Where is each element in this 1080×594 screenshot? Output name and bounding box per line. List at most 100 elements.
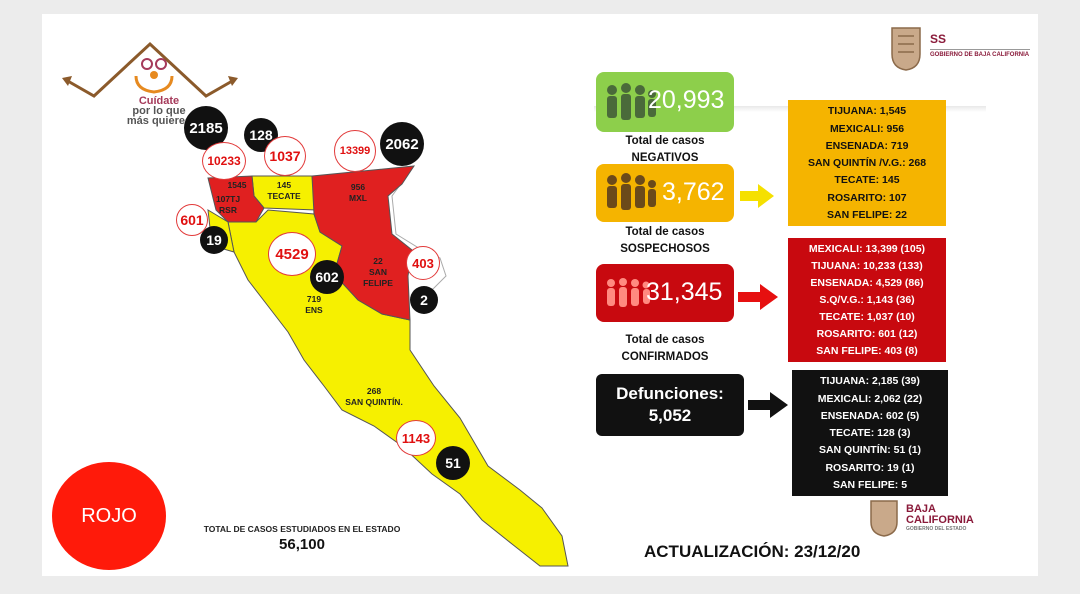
confirmados-item: SAN FELIPE: 403 (8) [816, 345, 918, 357]
sospechosos-item: SAN FELIPE: 22 [827, 208, 907, 221]
defunciones-item: MEXICALI: 2,062 (22) [817, 392, 923, 405]
sanfelipe-name1: SAN [369, 267, 387, 277]
confirmados-caption: Total de casos CONFIRMADOS [596, 332, 734, 366]
people-group-icon [607, 83, 656, 120]
map-count-sanfelipe-confirmed: 403 [406, 246, 440, 280]
map-label-ensenada: 719 ENS [294, 294, 334, 316]
logo-line2: por lo que [132, 105, 186, 117]
negativos-caption-2: NEGATIVOS [631, 152, 699, 164]
map-count-ensenada-deaths: 602 [310, 260, 344, 294]
sanfelipe-suspected: 22 [373, 256, 383, 266]
update-label: ACTUALIZACIÓN: 23/12/20 [644, 542, 861, 561]
studied-value: 56,100 [279, 536, 325, 553]
logo-line3: más quieres [126, 115, 192, 127]
sanfelipe-name2: FELIPE [363, 278, 393, 288]
ensenada-suspected: 719 [306, 294, 322, 304]
sospechosos-caption-1: Total de casos [625, 226, 705, 238]
map-label-sanquintin: 268 SAN QUINTÍN. [326, 386, 422, 408]
sospechosos-caption: Total de casos SOSPECHOSOS [596, 224, 734, 258]
status-rojo-circle: ROJO [52, 462, 166, 570]
map-count-rosarito-deaths: 19 [200, 226, 228, 254]
confirmados-list: MEXICALI: 13,399 (105) TIJUANA: 10,233 (… [788, 238, 946, 362]
coat-of-arms-icon [891, 27, 921, 71]
defunciones-value: 5,052 [648, 406, 692, 425]
sospechosos-item: MEXICALI: 956 [829, 122, 905, 135]
map-count-sanquintin-confirmed: 1143 [396, 420, 436, 456]
ensenada-name: ENS [305, 305, 323, 315]
sanquintin-suspected: 268 [366, 386, 382, 396]
cuidate-logo-text: Cuídate por lo que más quieres [114, 95, 204, 127]
defunciones-list: TIJUANA: 2,185 (39) MEXICALI: 2,062 (22)… [792, 370, 948, 496]
map-count-ensenada-confirmed: 4529 [268, 232, 316, 276]
arrow-right-icon [740, 184, 774, 208]
defunciones-item: ROSARITO: 19 (1) [825, 461, 915, 474]
header-divider [930, 49, 1030, 50]
sospechosos-item: ROSARITO: 107 [827, 191, 907, 204]
logo-line1: Cuídate [138, 95, 180, 107]
negativos-value: 20,993 [648, 86, 725, 114]
slide: Cuídate por lo que más quieres 2185 128 … [42, 14, 1038, 576]
sospechosos-item: TIJUANA: 1,545 [827, 105, 907, 118]
map-count-sanquintin-deaths: 51 [436, 446, 470, 480]
confirmados-value: 31,345 [646, 278, 723, 306]
confirmados-item: TECATE: 1,037 (10) [819, 311, 915, 323]
map-count-mexicali-confirmed: 13399 [334, 130, 376, 172]
studied-label: TOTAL DE CASOS ESTUDIADOS EN EL ESTADO [203, 524, 401, 534]
footer-logo-line2: CALIFORNIA [906, 514, 974, 526]
defunciones-item: TIJUANA: 2,185 (39) [820, 375, 920, 388]
people-group-icon [607, 173, 656, 210]
map-label-tj-rsr: 107TJ RSR [208, 194, 248, 216]
footer-logo-line3: GOBIERNO DEL ESTADO [906, 526, 967, 532]
defunciones-item: TECATE: 128 (3) [829, 427, 911, 439]
map-count-rosarito-confirmed: 601 [176, 204, 208, 236]
map-count-tijuana-confirmed: 10233 [202, 142, 246, 180]
defunciones-label: Defunciones: [616, 384, 724, 403]
confirmados-caption-1: Total de casos [625, 334, 705, 346]
cuidate-roof-icon [62, 41, 238, 98]
negativos-caption: Total de casos NEGATIVOS [596, 133, 734, 167]
sospechosos-item: SAN QUINTÍN /V.G.: 268 [807, 157, 927, 169]
rosarito-name: RSR [219, 205, 237, 215]
confirmados-item: MEXICALI: 13,399 (105) [808, 243, 926, 255]
footer-logo-text: BAJA CALIFORNIA GOBIERNO DEL ESTADO [906, 504, 974, 533]
baja-california-map [207, 165, 569, 567]
defunciones-item: ENSENADA: 602 (5) [820, 409, 920, 422]
footer-logo-line1: BAJA [906, 503, 936, 515]
sospechosos-list: TIJUANA: 1,545 MEXICALI: 956 ENSENADA: 7… [788, 100, 946, 226]
map-label-tecate: 145 TECATE [256, 180, 312, 202]
sospechosos-value: 3,762 [662, 178, 725, 206]
sospechosos-item: ENSENADA: 719 [825, 139, 909, 152]
map-label-tijuana: 1545 [220, 180, 254, 191]
confirmados-item: S.Q/V.G.: 1,143 (36) [819, 294, 915, 306]
coat-of-arms-icon [870, 500, 898, 537]
confirmados-box: 31,345 [596, 264, 734, 322]
confirmados-item: ROSARITO: 601 (12) [816, 328, 918, 340]
sospechosos-caption-2: SOSPECHOSOS [620, 243, 710, 255]
negativos-caption-1: Total de casos [625, 135, 705, 147]
mexicali-name: MXL [349, 193, 367, 203]
map-count-sanfelipe-deaths: 2 [410, 286, 438, 314]
people-group-icon [607, 278, 650, 307]
map-label-sanfelipe: 22 SAN FELIPE [358, 256, 398, 289]
rosarito-suspected: 107 [215, 194, 231, 204]
tecate-suspected: 145 [276, 180, 292, 190]
sospechosos-item: TECATE: 145 [834, 174, 900, 187]
map-label-mexicali: 956 MXL [338, 182, 378, 204]
sospechosos-box: 3,762 [596, 164, 734, 222]
header-acronym: SS [930, 32, 947, 46]
sanquintin-name: SAN QUINTÍN. [345, 397, 403, 407]
arrow-right-icon [748, 392, 788, 418]
family-hands-icon [134, 58, 174, 94]
tijuana-suspected: 1545 [227, 180, 247, 190]
confirmados-item: ENSENADA: 4,529 (86) [810, 277, 924, 289]
map-count-mexicali-deaths: 2062 [380, 122, 424, 166]
tecate-name: TECATE [267, 191, 301, 201]
map-count-tecate-confirmed: 1037 [264, 136, 306, 176]
defunciones-item: SAN QUINTÍN: 51 (1) [818, 444, 922, 457]
defunciones-item: SAN FELIPE: 5 [832, 478, 908, 491]
defunciones-box: Defunciones: 5,052 [596, 374, 744, 436]
arrow-right-icon [738, 284, 778, 310]
negativos-box: 20,993 [596, 72, 734, 132]
confirmados-caption-2: CONFIRMADOS [621, 351, 709, 363]
mexicali-suspected: 956 [350, 182, 366, 192]
